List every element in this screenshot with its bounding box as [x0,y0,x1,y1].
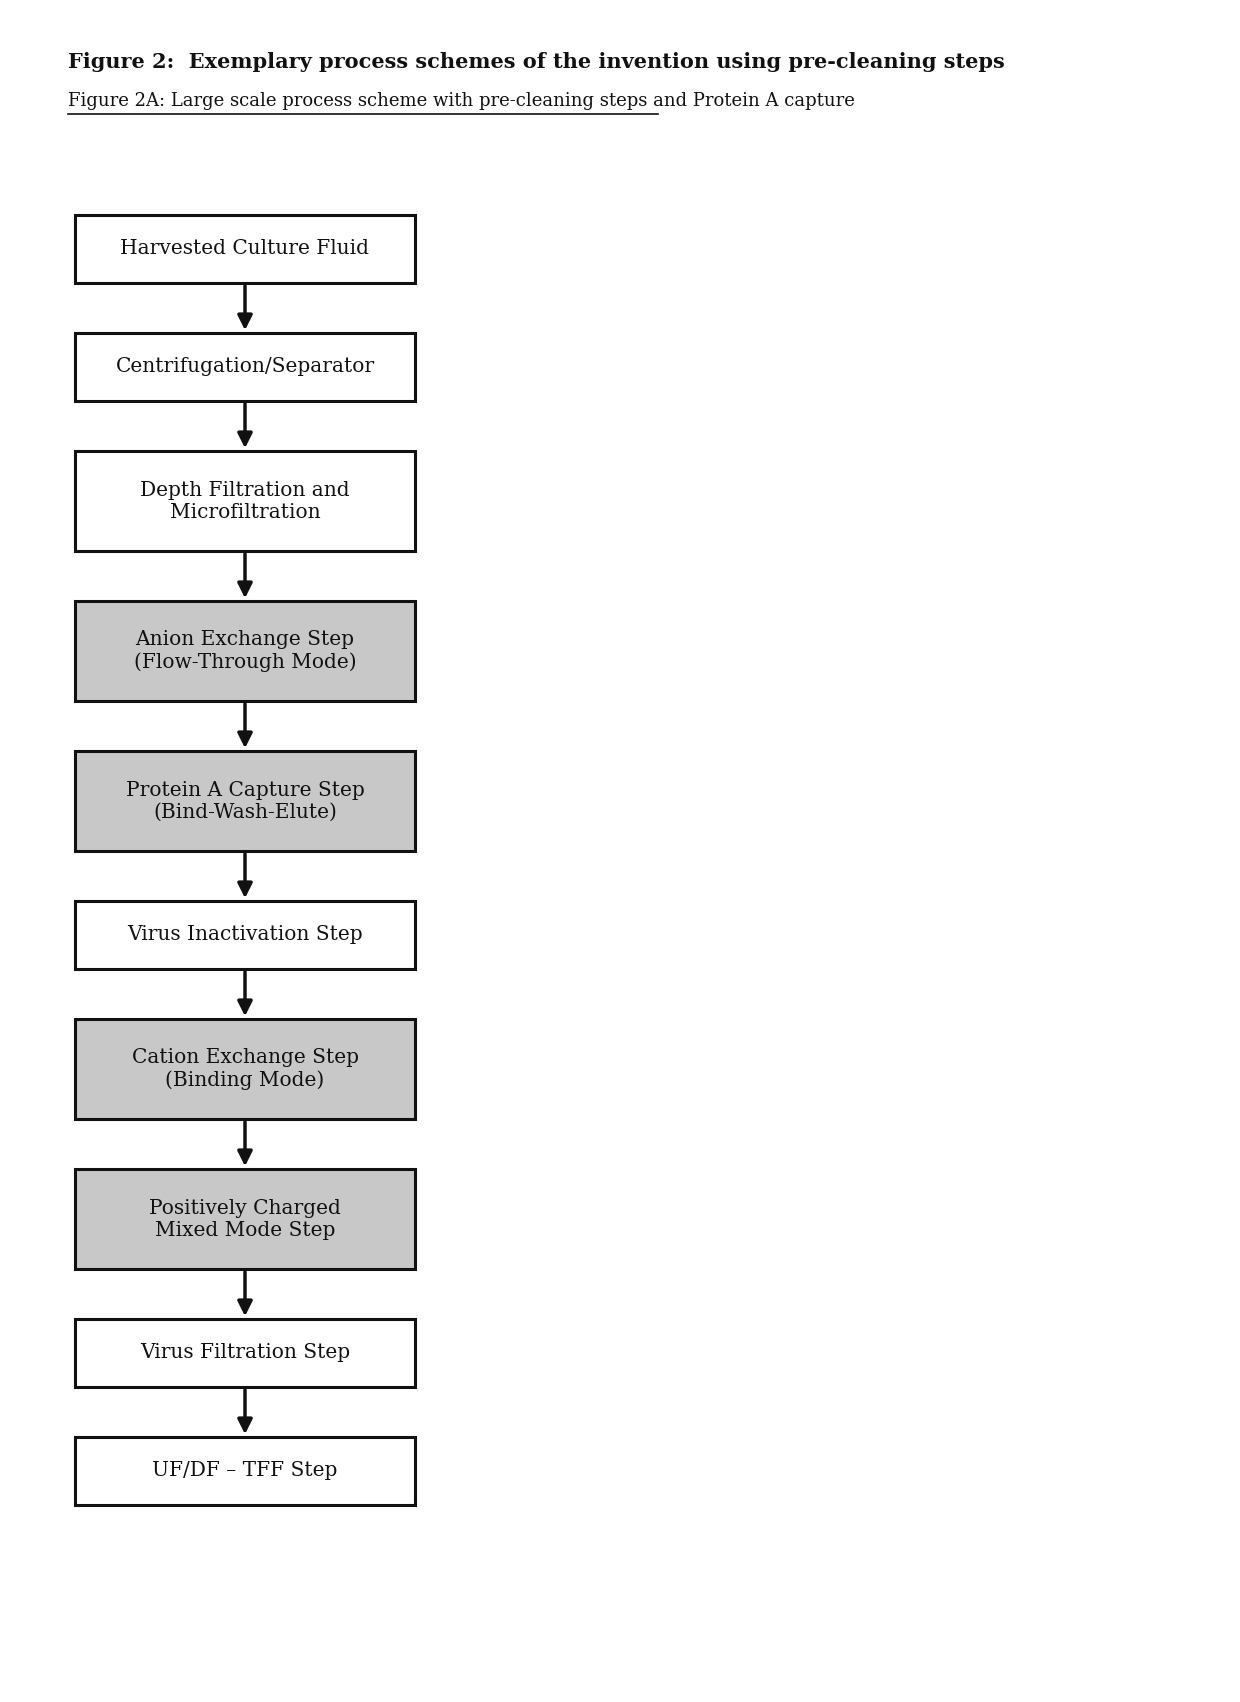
Text: Anion Exchange Step
(Flow-Through Mode): Anion Exchange Step (Flow-Through Mode) [134,630,356,672]
Bar [74,1319,415,1387]
Text: Virus Filtration Step: Virus Filtration Step [140,1343,350,1363]
Text: Positively Charged
Mixed Mode Step: Positively Charged Mixed Mode Step [149,1198,341,1239]
Bar [74,751,415,851]
Bar [74,214,415,283]
Text: Figure 2:  Exemplary process schemes of the invention using pre-cleaning steps: Figure 2: Exemplary process schemes of t… [68,53,1004,71]
Bar [74,451,415,551]
Bar [74,334,415,402]
Text: Centrifugation/Separator: Centrifugation/Separator [115,357,374,376]
Text: Depth Filtration and
Microfiltration: Depth Filtration and Microfiltration [140,480,350,521]
Text: Virus Inactivation Step: Virus Inactivation Step [128,926,363,945]
Bar [74,1169,415,1270]
Text: UF/DF – TFF Step: UF/DF – TFF Step [153,1462,337,1481]
Bar [74,1019,415,1118]
Text: Protein A Capture Step
(Bind-Wash-Elute): Protein A Capture Step (Bind-Wash-Elute) [125,781,365,822]
Bar [74,1436,415,1505]
Text: Figure 2A: Large scale process scheme with pre-cleaning steps and Protein A capt: Figure 2A: Large scale process scheme wi… [68,92,854,111]
Bar [74,900,415,968]
Text: Harvested Culture Fluid: Harvested Culture Fluid [120,240,370,259]
Bar [74,601,415,701]
Text: Cation Exchange Step
(Binding Mode): Cation Exchange Step (Binding Mode) [131,1048,358,1089]
